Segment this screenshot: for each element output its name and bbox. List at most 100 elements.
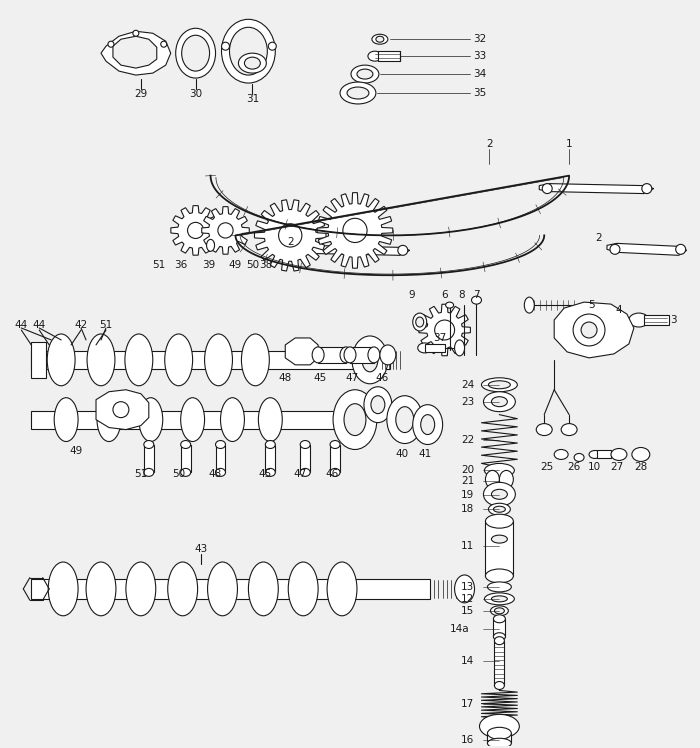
Ellipse shape — [554, 450, 568, 459]
Polygon shape — [607, 243, 687, 255]
Ellipse shape — [418, 343, 432, 353]
Ellipse shape — [86, 562, 116, 616]
Ellipse shape — [561, 423, 577, 435]
Text: 49: 49 — [229, 260, 242, 270]
Ellipse shape — [347, 87, 369, 99]
Text: 2: 2 — [287, 237, 293, 248]
Ellipse shape — [176, 28, 216, 78]
Circle shape — [268, 42, 277, 50]
Ellipse shape — [333, 390, 377, 450]
Text: 15: 15 — [461, 606, 474, 616]
Bar — [32, 579, 430, 599]
Text: 51: 51 — [99, 320, 113, 330]
Polygon shape — [113, 36, 157, 68]
Ellipse shape — [265, 468, 275, 476]
Ellipse shape — [487, 738, 512, 748]
Ellipse shape — [487, 727, 512, 739]
Text: 40: 40 — [395, 450, 408, 459]
Polygon shape — [317, 193, 393, 269]
Text: 30: 30 — [189, 89, 202, 99]
Ellipse shape — [139, 398, 162, 441]
Circle shape — [113, 402, 129, 417]
Ellipse shape — [491, 489, 508, 499]
Ellipse shape — [54, 398, 78, 441]
Ellipse shape — [221, 19, 275, 83]
Ellipse shape — [494, 681, 505, 690]
Ellipse shape — [300, 468, 310, 476]
Circle shape — [279, 224, 302, 247]
Bar — [486, 521, 513, 576]
Ellipse shape — [494, 608, 505, 614]
Ellipse shape — [494, 633, 505, 641]
Ellipse shape — [421, 414, 435, 435]
Text: 35: 35 — [473, 88, 486, 98]
Text: 29: 29 — [134, 89, 148, 99]
Ellipse shape — [340, 347, 352, 363]
Polygon shape — [419, 304, 470, 356]
Text: 16: 16 — [461, 735, 474, 745]
Ellipse shape — [344, 404, 366, 435]
Text: 31: 31 — [246, 94, 259, 104]
Bar — [350, 347, 374, 363]
Text: 10: 10 — [587, 462, 601, 473]
Ellipse shape — [181, 441, 190, 449]
Ellipse shape — [216, 441, 225, 449]
Text: 46: 46 — [375, 373, 389, 383]
Bar — [32, 351, 390, 369]
Text: 20: 20 — [461, 465, 474, 476]
Text: 25: 25 — [540, 462, 554, 473]
Ellipse shape — [344, 347, 356, 363]
Polygon shape — [171, 206, 220, 255]
Text: 44: 44 — [33, 320, 46, 330]
Text: 14a: 14a — [450, 624, 470, 634]
Bar — [300, 444, 310, 473]
Polygon shape — [101, 31, 171, 75]
Ellipse shape — [241, 334, 270, 386]
Ellipse shape — [484, 392, 515, 411]
Text: 51: 51 — [134, 470, 148, 479]
Ellipse shape — [446, 302, 454, 308]
Text: 45: 45 — [259, 470, 272, 479]
Text: 37: 37 — [433, 333, 447, 343]
Text: 24: 24 — [461, 380, 474, 390]
Text: 51: 51 — [152, 260, 165, 270]
Text: 6: 6 — [441, 290, 448, 300]
Ellipse shape — [125, 334, 153, 386]
Text: 44: 44 — [15, 320, 28, 330]
Text: 46: 46 — [326, 470, 339, 479]
Ellipse shape — [484, 464, 514, 477]
Ellipse shape — [164, 334, 193, 386]
Text: 2: 2 — [596, 233, 602, 243]
Ellipse shape — [181, 468, 190, 476]
Ellipse shape — [536, 423, 552, 435]
Polygon shape — [286, 338, 318, 365]
Ellipse shape — [395, 407, 414, 432]
Ellipse shape — [206, 239, 214, 251]
Ellipse shape — [371, 396, 385, 414]
Ellipse shape — [632, 447, 650, 462]
Circle shape — [610, 245, 620, 254]
Text: 47: 47 — [345, 373, 358, 383]
Ellipse shape — [204, 334, 232, 386]
Ellipse shape — [491, 535, 508, 543]
Ellipse shape — [489, 381, 510, 389]
Text: 50: 50 — [246, 260, 259, 270]
Ellipse shape — [486, 470, 499, 488]
Text: 12: 12 — [461, 594, 474, 604]
Text: 36: 36 — [174, 260, 188, 270]
Ellipse shape — [387, 396, 423, 444]
Ellipse shape — [87, 334, 115, 386]
Text: 26: 26 — [568, 462, 581, 473]
Bar — [425, 344, 444, 352]
Ellipse shape — [265, 441, 275, 449]
Text: 13: 13 — [461, 582, 474, 592]
Ellipse shape — [484, 482, 515, 506]
Polygon shape — [554, 302, 634, 358]
Polygon shape — [255, 200, 326, 271]
Ellipse shape — [413, 405, 442, 444]
Circle shape — [221, 42, 230, 50]
Ellipse shape — [168, 562, 197, 616]
Text: 47: 47 — [293, 470, 307, 479]
Bar — [494, 641, 505, 685]
Ellipse shape — [491, 596, 508, 602]
